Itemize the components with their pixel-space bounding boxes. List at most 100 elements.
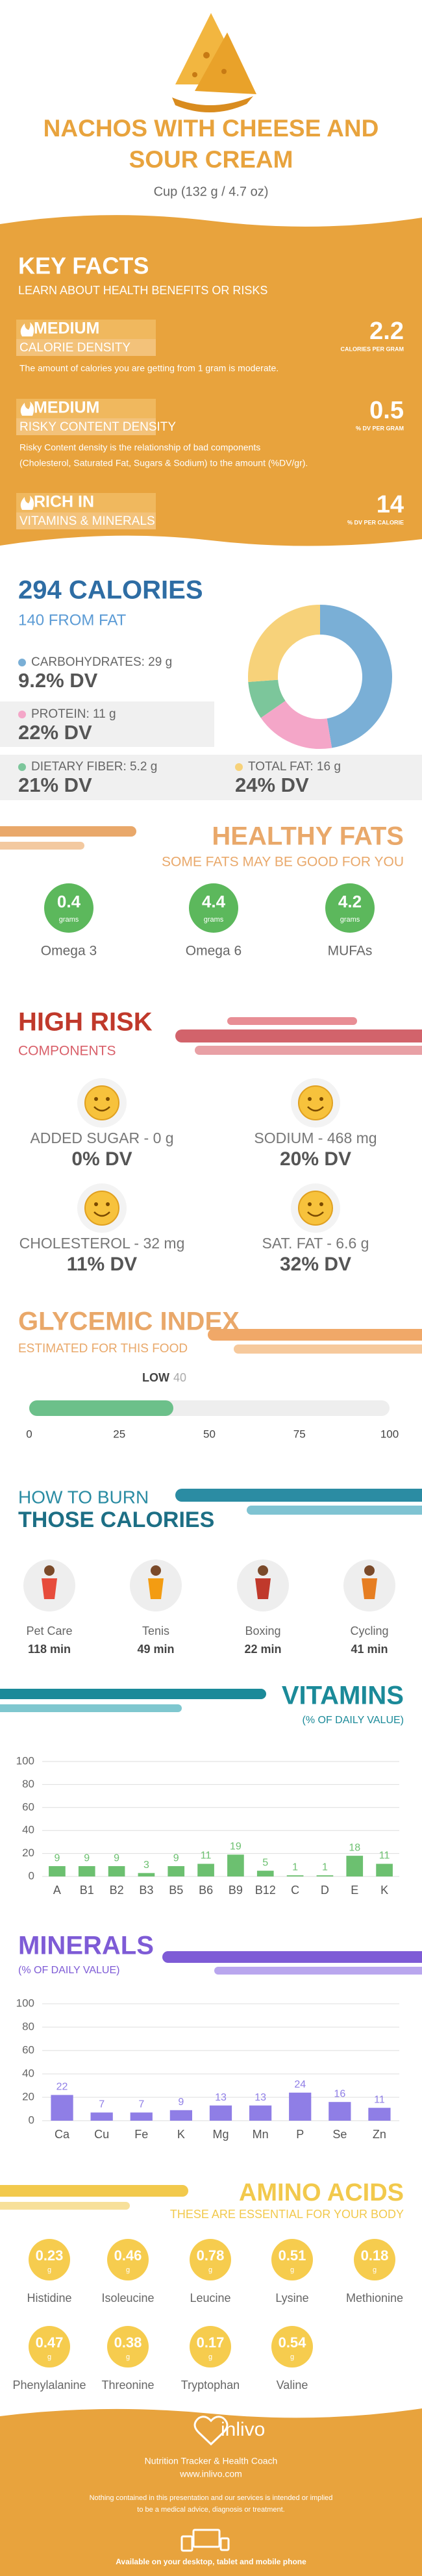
x-tick-label: A — [53, 1884, 61, 1897]
fat-value: 4.4 — [202, 892, 226, 911]
amino-circle — [107, 2326, 149, 2368]
amino-stripes — [0, 2185, 188, 2210]
fact-value: 2.2 — [369, 318, 404, 345]
activity-head — [258, 1565, 268, 1576]
emoji-eye — [106, 1202, 110, 1206]
logo-heart — [193, 2416, 229, 2446]
amino-unit: g — [126, 2353, 130, 2361]
section-title: THOSE CALORIES — [18, 1508, 214, 1532]
emoji-mouth — [93, 1211, 110, 1217]
risk-label: CHOLESTEROL - 32 mg — [19, 1235, 185, 1252]
fact-name: CALORIE DENSITY — [19, 341, 130, 355]
progress-value: 40 — [173, 1371, 186, 1384]
amino-unit: g — [290, 2266, 294, 2274]
value-label: 9 — [178, 2097, 184, 2108]
y-tick-label: 100 — [16, 1997, 34, 2009]
brand: inlivo — [221, 2419, 265, 2440]
x-tick-label: B2 — [110, 1884, 124, 1897]
section-title: GLYCEMIC INDEX — [18, 1307, 240, 1336]
activity-name: Tenis — [142, 1624, 169, 1637]
fact-name: RISKY CONTENT DENSITY — [19, 420, 176, 434]
bar — [90, 2112, 113, 2121]
value-label: 9 — [173, 1852, 179, 1863]
bar — [286, 1875, 304, 1876]
fat-name: MUFAs — [328, 944, 373, 959]
devices-icon — [180, 2529, 230, 2552]
fat-name: Omega 6 — [186, 944, 242, 959]
url: www.inlivo.com — [179, 2469, 242, 2479]
bar — [289, 2092, 312, 2121]
row-band — [0, 755, 422, 800]
amino-value: 0.38 — [114, 2334, 142, 2351]
activity-time: 49 min — [137, 1643, 174, 1656]
nutrient-label: CARBOHYDRATES: 29 g — [31, 655, 172, 669]
x-tick-label: B3 — [139, 1884, 153, 1897]
healthy-fats-stripes — [0, 826, 136, 850]
bar — [316, 1875, 334, 1876]
x-tick-label: P — [296, 2128, 304, 2141]
section-subtitle: (% OF DAILY VALUE) — [18, 1965, 119, 1976]
available: Available on your desktop, tablet and mo… — [116, 2557, 306, 2566]
value-label: 9 — [114, 1852, 119, 1863]
emoji-face — [298, 1085, 333, 1120]
bar — [227, 1854, 244, 1876]
value-label: 22 — [56, 2082, 68, 2093]
fat-value: 4.2 — [338, 892, 362, 911]
value-label: 7 — [138, 2099, 144, 2110]
bar — [197, 1863, 214, 1876]
amino-value: 0.17 — [197, 2334, 225, 2351]
y-tick-label: 20 — [22, 1847, 34, 1859]
x-tick-label: Se — [332, 2128, 347, 2141]
activity-time: 41 min — [351, 1643, 388, 1656]
amino-name: Histidine — [27, 2292, 71, 2305]
y-tick-label: 0 — [29, 2114, 34, 2126]
x-tick-label: Ca — [55, 2128, 70, 2141]
amino-name: Threonine — [101, 2379, 154, 2392]
risk-dv: 32% DV — [280, 1254, 351, 1275]
amino-value: 0.47 — [36, 2334, 64, 2351]
emoji-face — [84, 1191, 119, 1226]
serving: Cup (132 g / 4.7 oz) — [154, 184, 269, 199]
section-title: MINERALS — [18, 1932, 154, 1960]
y-tick-label: 100 — [16, 1754, 34, 1767]
amino-value: 0.18 — [361, 2247, 389, 2264]
title: NACHOS WITH CHEESE AND — [43, 115, 379, 142]
emoji-mouth — [93, 1106, 110, 1112]
value-label: 11 — [201, 1850, 212, 1862]
footer-background — [0, 2408, 422, 2576]
fat-name: Omega 3 — [41, 944, 97, 959]
section-subtitle: 140 FROM FAT — [18, 611, 127, 629]
bar — [376, 1863, 393, 1876]
activity-name: Boxing — [245, 1624, 280, 1637]
legend-dot — [18, 763, 26, 771]
bar — [249, 2105, 272, 2121]
activity-body — [362, 1578, 377, 1599]
bar — [130, 2112, 153, 2121]
value-label: 1 — [292, 1862, 298, 1873]
emoji-eye — [308, 1097, 312, 1101]
key-facts-background — [0, 215, 422, 546]
y-tick-label: 60 — [22, 1800, 34, 1813]
y-tick-label: 40 — [22, 1824, 34, 1836]
nutrient-dv: 24% DV — [235, 774, 309, 796]
activity-head — [44, 1565, 55, 1576]
bar — [256, 1871, 274, 1876]
activity-head — [364, 1565, 375, 1576]
emoji-face — [84, 1085, 119, 1120]
y-tick-label: 80 — [22, 1778, 34, 1790]
amino-value: 0.46 — [114, 2247, 142, 2264]
activity-body — [148, 1578, 164, 1599]
x-tick-label: Mg — [212, 2128, 229, 2141]
y-tick-label: 60 — [22, 2043, 34, 2056]
icon — [20, 496, 34, 510]
fat-circle — [325, 883, 375, 933]
amino-unit: g — [208, 2266, 212, 2274]
section-title: VITAMINS — [282, 1682, 404, 1710]
disclaimer: to be a medical advice, diagnosis or tre… — [137, 2506, 284, 2514]
amino-name: Tryptophan — [181, 2379, 240, 2392]
emoji-mouth — [307, 1211, 324, 1217]
fact-unit: % DV PER CALORIE — [347, 519, 404, 525]
amino-circle — [29, 2239, 70, 2280]
legend-dot — [235, 763, 243, 771]
bar — [51, 2095, 73, 2121]
